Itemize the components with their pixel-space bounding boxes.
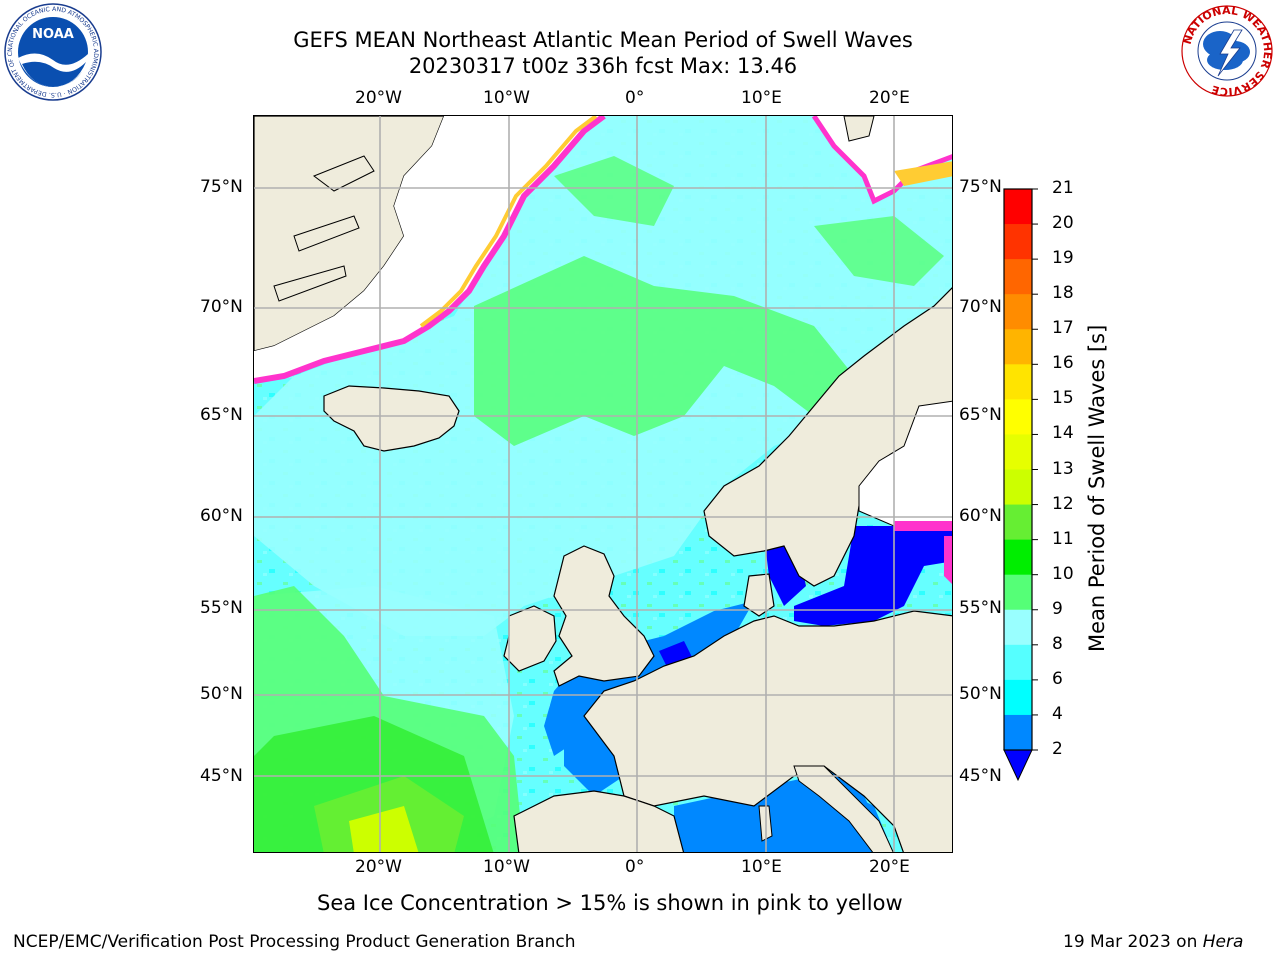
footer-date-text: 19 Mar 2023 on <box>1063 932 1203 952</box>
lat-tick-label: 70°N <box>200 297 243 317</box>
ice-edge-greenland <box>254 116 606 384</box>
colorbar-segment <box>1004 504 1032 541</box>
lat-tick-label: 50°N <box>959 684 1002 704</box>
colorbar-tick-label: 21 <box>1052 178 1074 198</box>
colorbar-extend-arrow <box>1003 749 1033 782</box>
colorbar-segment <box>1004 294 1032 330</box>
lat-tick-label: 75°N <box>200 177 243 197</box>
colorbar-segment <box>1004 364 1032 400</box>
chart-title: GEFS MEAN Northeast Atlantic Mean Period… <box>293 28 913 52</box>
lon-tick-label: 10°E <box>741 88 782 108</box>
green-region-norwegian-sea <box>474 256 854 446</box>
colorbar-tick-label: 16 <box>1052 353 1074 374</box>
lat-tick-label: 45°N <box>200 766 243 786</box>
lat-tick-label: 65°N <box>959 405 1002 425</box>
lon-tick-label: 10°W <box>483 88 530 108</box>
colorbar <box>1003 188 1038 782</box>
footer-organization: NCEP/EMC/Verification Post Processing Pr… <box>13 932 576 952</box>
colorbar-tick-label: 9 <box>1052 598 1063 619</box>
land-iberia <box>513 790 685 852</box>
map-canvas <box>254 116 952 852</box>
footer-machine: Hera <box>1202 932 1244 952</box>
colorbar-segment <box>1004 259 1032 295</box>
land-great-britain <box>553 545 655 687</box>
colorbar-tick-label: 17 <box>1052 318 1074 339</box>
map-panel <box>253 115 953 853</box>
lon-tick-label: 20°E <box>869 857 910 877</box>
sea-ice-caption: Sea Ice Concentration > 15% is shown in … <box>317 891 903 915</box>
land-continental-europe <box>583 610 952 852</box>
colorbar-tick-label: 8 <box>1052 633 1063 654</box>
lon-tick-label: 10°W <box>483 857 530 877</box>
colorbar-segment <box>1004 399 1032 435</box>
lat-tick-label: 45°N <box>959 766 1002 786</box>
colorbar-tick-label: 12 <box>1052 493 1074 514</box>
colorbar-tick-label: 6 <box>1052 668 1063 689</box>
lon-tick-label: 20°W <box>355 88 402 108</box>
lat-tick-label: 60°N <box>959 506 1002 526</box>
blue-region-baltic <box>794 526 952 626</box>
lat-tick-label: 50°N <box>200 684 243 704</box>
lon-tick-label: 20°W <box>355 857 402 877</box>
land-italy <box>793 765 894 852</box>
colorbar-segment <box>1004 714 1032 751</box>
colorbar-title: Mean Period of Swell Waves [s] <box>1085 324 1109 652</box>
colorbar-tick-label: 10 <box>1052 563 1074 584</box>
colorbar-segment <box>1004 434 1032 470</box>
lat-tick-label: 55°N <box>959 598 1002 618</box>
colorbar-tick-label: 19 <box>1052 248 1074 269</box>
lon-tick-label: 10°E <box>741 857 782 877</box>
lat-tick-label: 75°N <box>959 177 1002 197</box>
noaa-logo-icon: NATIONAL OCEANIC AND ATMOSPHERIC ADMINIS… <box>2 2 102 101</box>
lat-tick-label: 70°N <box>959 297 1002 317</box>
colorbar-tick-label: 11 <box>1052 528 1074 549</box>
lon-tick-label: 20°E <box>869 88 910 108</box>
ice-greenland-sea <box>254 116 604 381</box>
map-gridlines <box>254 116 952 852</box>
colorbar-segment <box>1004 644 1032 681</box>
land-iceland <box>323 385 460 452</box>
lat-tick-label: 65°N <box>200 405 243 425</box>
colorbar-tick-label: 18 <box>1052 283 1074 304</box>
chart-subtitle: 20230317 t00z 336h fcst Max: 13.46 <box>408 54 798 78</box>
colorbar-segment <box>1004 539 1032 576</box>
colorbar-segment <box>1004 329 1032 365</box>
colorbar-tick-label: 20 <box>1052 213 1074 234</box>
lat-tick-label: 60°N <box>200 506 243 526</box>
colorbar-tick-label: 14 <box>1052 423 1074 444</box>
lon-tick-label: 0° <box>625 88 645 108</box>
colorbar-segment <box>1004 609 1032 646</box>
colorbar-segment <box>1004 574 1032 611</box>
colorbar-segment <box>1004 679 1032 716</box>
colorbar-segment <box>1004 469 1032 506</box>
colorbar-segment <box>1004 224 1032 260</box>
colorbar-tick-label: 15 <box>1052 388 1074 409</box>
lat-tick-label: 55°N <box>200 598 243 618</box>
colorbar-tick-label: 13 <box>1052 458 1074 479</box>
lon-tick-label: 0° <box>625 857 645 877</box>
colorbar-segment <box>1004 189 1032 225</box>
colorbar-tick-label: 2 <box>1052 739 1063 759</box>
noaa-logo-text: NOAA <box>32 27 74 42</box>
nws-logo-icon: NATIONAL WEATHER SERVICE <box>1181 4 1275 98</box>
colorbar-tick-label: 4 <box>1052 703 1063 724</box>
footer-date: 19 Mar 2023 on Hera <box>1063 932 1243 952</box>
